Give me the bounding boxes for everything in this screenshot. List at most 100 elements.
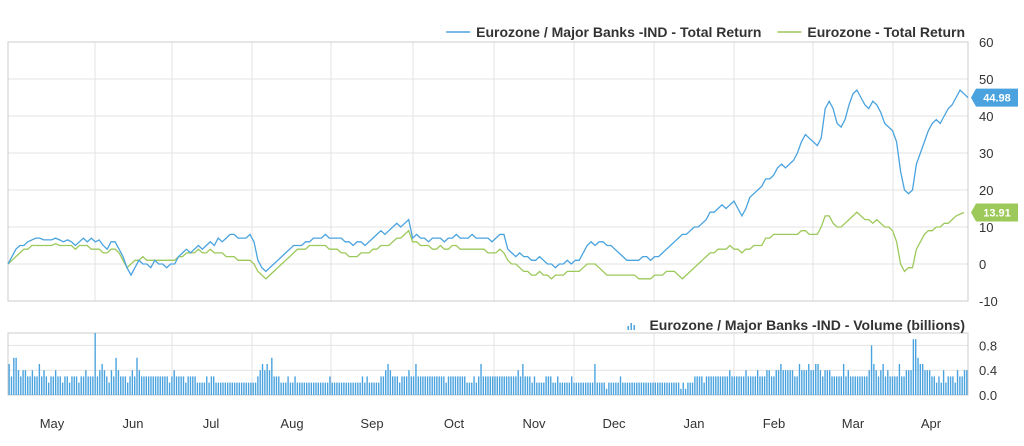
volume-bar [445, 382, 447, 395]
volume-bar [901, 376, 903, 395]
volume-bar [768, 370, 770, 395]
volume-bar [452, 376, 454, 395]
volume-bar [433, 376, 436, 395]
volume-bar [475, 382, 478, 395]
x-tick-label: Dec [602, 416, 626, 431]
volume-bar [719, 376, 722, 395]
volume-bar [387, 364, 389, 395]
volume-bar [880, 370, 882, 395]
volume-bar [375, 382, 378, 395]
volume-bar [75, 376, 78, 395]
volume-bar [454, 376, 457, 395]
volume-bar [536, 382, 538, 395]
volume-bar [412, 376, 415, 395]
volume-bar [215, 382, 217, 395]
volume-bar [450, 376, 452, 395]
volume-legend: Eurozone / Major Banks -IND - Volume (bi… [627, 317, 965, 333]
volume-bar [396, 376, 399, 395]
volume-bar [489, 376, 492, 395]
volume-bar [140, 376, 143, 395]
volume-bar [340, 382, 343, 395]
series-line-1 [7, 211, 965, 280]
volume-bar [787, 370, 789, 395]
volume-bar [640, 382, 643, 395]
volume-bar [666, 382, 668, 395]
volume-bar [317, 382, 320, 395]
volume-legend-icon-bar [630, 323, 632, 330]
volume-bar [554, 382, 557, 395]
volume-bar [522, 364, 524, 395]
volume-bar [468, 382, 471, 395]
volume-bar [724, 376, 726, 395]
volume-bar [459, 376, 461, 395]
volume-bar [584, 382, 587, 395]
volume-bar [201, 382, 203, 395]
series-line-0 [7, 89, 969, 277]
volume-bar [898, 364, 901, 395]
volume-bar [770, 376, 773, 395]
volume-bar [152, 376, 154, 395]
volume-bar [308, 382, 310, 395]
volume-bar [143, 376, 145, 395]
volume-bar [268, 370, 271, 395]
volume-bar [712, 376, 715, 395]
volume-bar [233, 382, 236, 395]
price-y-tick-label: 10 [979, 220, 993, 235]
volume-bar [633, 382, 636, 395]
volume-bar [582, 382, 584, 395]
volume-bar [759, 376, 761, 395]
price-grid [7, 41, 968, 302]
volume-bar [722, 376, 724, 395]
volume-bar [705, 376, 708, 395]
volume-bar [668, 382, 670, 395]
price-panel: 60 50 40 30 20 10 0 -10 44.98 13.91 Eurozone - T… [7, 24, 1018, 309]
volume-bar [682, 382, 684, 395]
price-y-tick-label: -10 [979, 294, 998, 309]
volume-bar [515, 376, 517, 395]
volume-bar [915, 339, 917, 395]
volume-bar [547, 376, 550, 395]
volume-bar [159, 376, 161, 395]
volume-bar [963, 370, 966, 395]
volume-bar [294, 376, 296, 395]
last-value-badge-bg [971, 203, 1018, 222]
volume-bar [866, 376, 868, 395]
volume-bar [573, 382, 575, 395]
x-tick-label: Apr [921, 416, 942, 431]
volume-bar [282, 382, 285, 395]
volume-bar [250, 382, 252, 395]
volume-bar [359, 382, 361, 395]
price-y-tick-label: 20 [979, 183, 993, 198]
volume-bar [213, 376, 215, 395]
volume-bar [73, 376, 75, 395]
volume-bar [708, 376, 710, 395]
volume-bar [394, 376, 396, 395]
volume-bar [868, 370, 870, 395]
volume-bar [315, 382, 317, 395]
volume-bar [566, 382, 568, 395]
x-tick-label: Nov [522, 416, 546, 431]
volume-bar [471, 382, 473, 395]
volume-bar [835, 376, 838, 395]
volume-bar [935, 382, 938, 395]
volume-bars [8, 333, 968, 395]
volume-bar [303, 382, 306, 395]
volume-legend-label: Eurozone / Major Banks -IND - Volume (bi… [649, 317, 965, 333]
volume-bar [959, 376, 961, 395]
volume-bar [54, 370, 57, 395]
volume-bar [22, 370, 24, 395]
volume-bar [322, 382, 324, 395]
volume-bar [889, 376, 891, 395]
volume-bar [519, 376, 522, 395]
volume-bar [694, 376, 696, 395]
volume-bar [31, 370, 34, 395]
volume-bar [747, 376, 750, 395]
volume-bar [480, 364, 482, 395]
volume-bar [675, 382, 677, 395]
volume-bar [275, 376, 278, 395]
volume-bar [643, 382, 645, 395]
volume-bar [956, 370, 959, 395]
price-y-tick-label: 40 [979, 109, 993, 124]
volume-bar [603, 382, 605, 395]
volume-bar [738, 376, 740, 395]
